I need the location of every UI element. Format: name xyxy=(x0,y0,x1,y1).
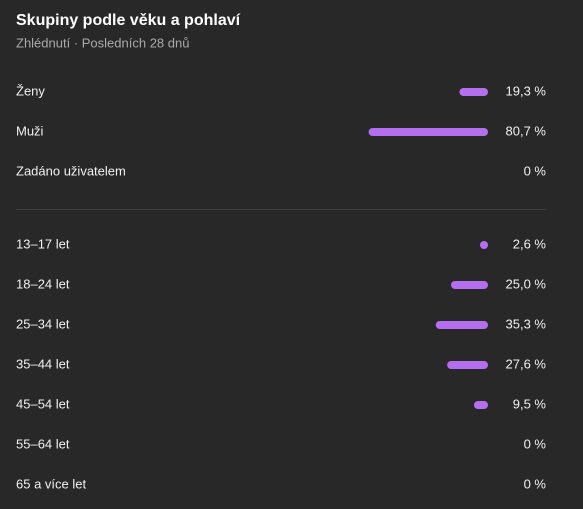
value-label: 80,7 % xyxy=(506,123,547,138)
bar xyxy=(447,361,488,369)
value-label: 0 % xyxy=(524,476,547,491)
bar xyxy=(451,281,488,289)
row-label: 35–44 let xyxy=(16,356,70,371)
row-label: 18–24 let xyxy=(16,276,70,291)
row-label: 25–34 let xyxy=(16,316,70,331)
bar xyxy=(473,401,488,409)
row-label: Zadáno uživatelem xyxy=(16,163,126,178)
value-label: 9,5 % xyxy=(513,396,547,411)
row-label: Ženy xyxy=(16,83,45,98)
row-label: 55–64 let xyxy=(16,436,70,451)
value-label: 35,3 % xyxy=(506,316,547,331)
card-title: Skupiny podle věku a pohlaví xyxy=(16,12,241,29)
bar xyxy=(459,88,488,96)
value-label: 19,3 % xyxy=(506,83,547,98)
row-label: 65 a více let xyxy=(16,476,86,491)
value-label: 0 % xyxy=(524,436,547,451)
row-label: Muži xyxy=(16,123,44,138)
card-subtitle: Zhlédnutí · Posledních 28 dnů xyxy=(16,35,189,50)
row-label: 45–54 let xyxy=(16,396,70,411)
value-label: 25,0 % xyxy=(506,276,547,291)
bar xyxy=(368,128,488,136)
bar xyxy=(480,241,488,249)
row-label: 13–17 let xyxy=(16,236,70,251)
bar xyxy=(435,321,488,329)
value-label: 0 % xyxy=(524,163,547,178)
value-label: 2,6 % xyxy=(513,236,547,251)
value-label: 27,6 % xyxy=(506,356,547,371)
